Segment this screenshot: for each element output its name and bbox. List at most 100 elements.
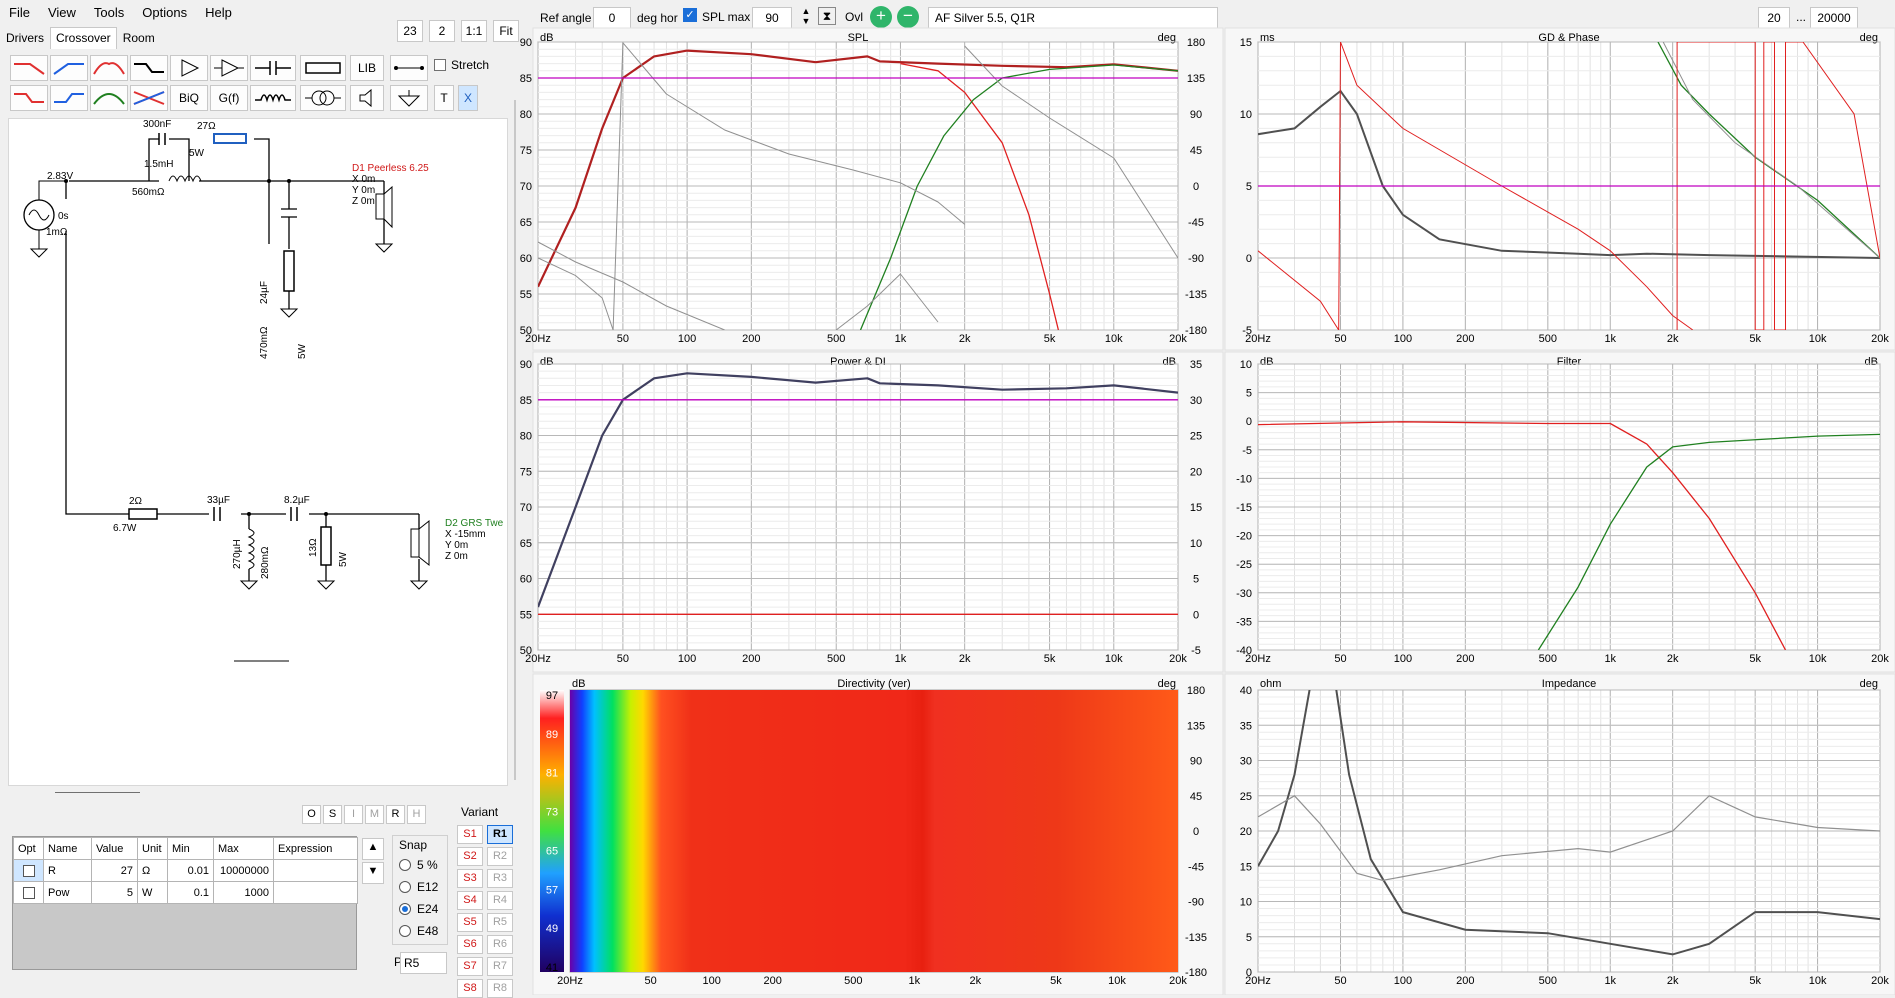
lowpass-filter-icon[interactable] — [10, 55, 48, 81]
variant-s-button[interactable]: S5 — [457, 913, 483, 932]
highpass-filter-icon[interactable] — [50, 55, 88, 81]
x-tick-label: 2k — [1667, 333, 1679, 345]
snap-radio[interactable] — [399, 881, 411, 893]
freq-max-input[interactable]: 20000 — [1810, 7, 1858, 29]
variant-r-button[interactable]: R5 — [487, 913, 513, 932]
tab-drivers[interactable]: Drivers — [6, 31, 44, 45]
bandpass-filter-icon[interactable] — [90, 55, 128, 81]
y-tick-label: 60 — [520, 574, 532, 586]
highpass-notch-icon[interactable] — [50, 85, 88, 111]
color-scale-label: 41 — [546, 962, 558, 974]
variant-r-button[interactable]: R2 — [487, 847, 513, 866]
param-mode-o[interactable]: O — [302, 805, 321, 824]
resistor-r1-selected — [213, 133, 247, 144]
freq-min-input[interactable]: 20 — [1758, 7, 1790, 29]
peak-filter-icon[interactable] — [90, 85, 128, 111]
menu-help[interactable]: Help — [205, 4, 232, 20]
inductor-icon[interactable] — [250, 85, 296, 111]
variant-s-button[interactable]: S4 — [457, 891, 483, 910]
crossover-filter-icon[interactable] — [130, 85, 168, 111]
transformer-icon[interactable] — [300, 85, 346, 111]
y2-tick-label: -45 — [1188, 217, 1204, 229]
snap-radio[interactable] — [399, 903, 411, 915]
variant-s-button[interactable]: S3 — [457, 869, 483, 888]
variant-s-button[interactable]: S1 — [457, 825, 483, 844]
y-tick-label: 0 — [1246, 967, 1252, 979]
shelf-filter-icon[interactable] — [130, 55, 168, 81]
move-up-button[interactable]: ▲ — [362, 838, 384, 860]
table-row[interactable]: Pow 5 W 0.1 1000 — [13, 881, 358, 904]
menu-view[interactable]: View — [47, 4, 76, 20]
y-tick-label: 55 — [520, 609, 532, 621]
param-mode-s[interactable]: S — [323, 805, 342, 824]
spl-max-input[interactable]: 90 — [752, 7, 792, 29]
y-tick-label: 90 — [520, 37, 532, 49]
zoom-step-input[interactable]: 2 — [429, 20, 455, 42]
snap-option[interactable]: E24 — [393, 898, 447, 920]
lowpass-notch-icon[interactable] — [10, 85, 48, 111]
resistor-icon[interactable] — [300, 55, 346, 81]
speaker-icon[interactable] — [350, 85, 384, 111]
project-name-field[interactable]: AF Silver 5.5, Q1R — [928, 7, 1218, 29]
remove-overlay-icon[interactable]: − — [897, 6, 919, 28]
variant-s-button[interactable]: S7 — [457, 957, 483, 976]
amplifier-icon[interactable] — [170, 55, 208, 81]
zoom-toggle-icon[interactable]: ⧗ — [818, 7, 836, 25]
variant-r-button[interactable]: R4 — [487, 891, 513, 910]
buffer-icon[interactable] — [210, 55, 248, 81]
series-group — [1258, 690, 1880, 956]
group-delay-line — [1258, 89, 1880, 259]
param-mode-h[interactable]: H — [407, 805, 426, 824]
zoom-value-input[interactable]: 23 — [397, 20, 423, 42]
variant-r-button[interactable]: R6 — [487, 935, 513, 954]
snap-option[interactable]: 5 % — [393, 854, 447, 876]
opt-checkbox[interactable] — [22, 864, 35, 877]
fit-button[interactable]: Fit — [493, 20, 519, 42]
add-overlay-icon[interactable]: + — [870, 6, 892, 28]
menu-options[interactable]: Options — [142, 4, 188, 20]
tab-room[interactable]: Room — [122, 31, 155, 45]
menu-file[interactable]: File — [9, 4, 30, 20]
cell-name[interactable]: Pow — [43, 881, 92, 904]
library-button[interactable]: LIB — [350, 55, 384, 81]
delete-tool-button[interactable]: X — [458, 85, 478, 111]
wire-icon[interactable] — [390, 55, 428, 81]
y-tick-label: 5 — [1246, 388, 1252, 400]
menu-tools[interactable]: Tools — [93, 4, 125, 20]
capacitor-icon[interactable] — [250, 55, 296, 81]
y-tick-label: -10 — [1236, 473, 1252, 485]
variant-r-button[interactable]: R1 — [487, 825, 513, 844]
tab-crossover[interactable]: Crossover — [50, 27, 117, 49]
cell-expression[interactable] — [273, 881, 358, 904]
one-to-one-button[interactable]: 1:1 — [461, 20, 487, 42]
cell-max[interactable]: 10000000 — [213, 859, 274, 882]
move-down-button[interactable]: ▼ — [362, 862, 384, 884]
opt-checkbox[interactable] — [22, 886, 35, 899]
text-tool-button[interactable]: T — [434, 85, 454, 111]
schematic-canvas[interactable]: 2.83V 0s 1mΩ 300nF 27Ω 5W 1.5mH 560mΩ 24… — [8, 118, 508, 786]
snap-option[interactable]: E12 — [393, 876, 447, 898]
stretch-checkbox[interactable] — [434, 59, 446, 71]
schematic-scrollbar[interactable] — [514, 100, 516, 780]
gf-button[interactable]: G(f) — [210, 85, 248, 111]
variant-r-button[interactable]: R8 — [487, 979, 513, 998]
y-tick-label: -5 — [1242, 325, 1252, 337]
snap-radio[interactable] — [399, 925, 411, 937]
biquad-button[interactable]: BiQ — [170, 85, 208, 111]
variant-title: Variant — [461, 805, 499, 819]
variant-s-button[interactable]: S2 — [457, 847, 483, 866]
variant-s-button[interactable]: S6 — [457, 935, 483, 954]
spl-spinner-icon[interactable]: ▲ ▼ — [801, 6, 811, 26]
param-mode-r[interactable]: R — [386, 805, 405, 824]
part-number-input[interactable]: R5 — [400, 952, 447, 974]
variant-r-button[interactable]: R3 — [487, 869, 513, 888]
snap-option[interactable]: E48 — [393, 920, 447, 942]
param-mode-m[interactable]: M — [365, 805, 384, 824]
spl-max-checkbox[interactable]: ✓ — [683, 8, 697, 22]
variant-r-button[interactable]: R7 — [487, 957, 513, 976]
splitter-line[interactable] — [55, 792, 140, 793]
snap-radio[interactable] — [399, 859, 411, 871]
x-tick-label: 1k — [895, 653, 907, 665]
param-mode-i[interactable]: I — [344, 805, 363, 824]
ground-icon[interactable] — [390, 85, 428, 111]
